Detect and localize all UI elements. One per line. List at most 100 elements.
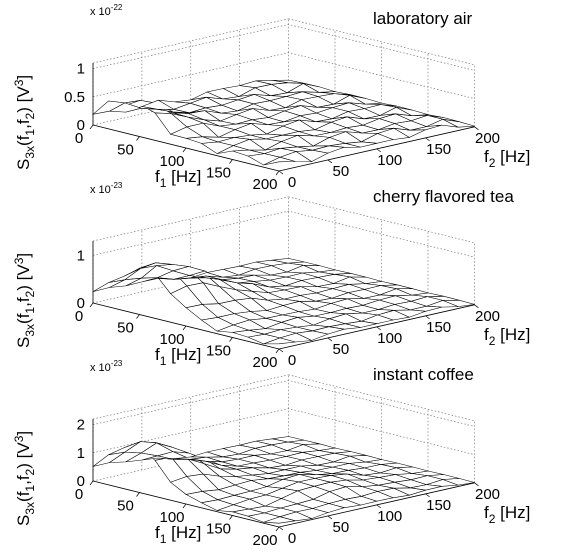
wall-line: [288, 18, 475, 66]
grid-line: [92, 24, 475, 71]
f2-tick-label: 150: [426, 497, 451, 514]
z-tick-label: 0: [77, 473, 85, 490]
f2-tick-label: 150: [426, 141, 451, 158]
f1-tick-label: 0: [75, 130, 83, 147]
f2-tick-label: 50: [333, 519, 350, 536]
f2-tick-label: 200: [475, 486, 500, 503]
surface-mesh: [92, 79, 475, 166]
surface-mesh: [92, 258, 475, 345]
z-axis-label: S3x(f1,f2) [V3]: [12, 75, 37, 170]
f1-tick-label: 100: [159, 153, 184, 170]
grid-line: [92, 52, 475, 99]
panel-title: instant coffee: [373, 365, 474, 384]
f1-tick-label: 200: [252, 532, 277, 549]
mesh-cell: [92, 279, 125, 292]
wall-line: [288, 196, 475, 244]
f2-tick-label: 50: [333, 163, 350, 180]
f2-tick-label: 200: [475, 130, 500, 147]
z-exponent: x 10-22: [90, 3, 123, 18]
f2-tick: [474, 126, 479, 131]
f2-tick-label: 150: [426, 319, 451, 336]
grid-line: [92, 380, 475, 427]
f2-tick-label: 50: [333, 341, 350, 358]
z-tick-label: 1: [77, 445, 85, 462]
f1-tick-label: 0: [75, 308, 83, 325]
f1-tick-label: 50: [117, 142, 134, 159]
f1-tick: [89, 302, 94, 308]
f2-tick: [425, 493, 430, 498]
z-tick-label: 0.5: [64, 89, 85, 106]
f2-tick: [425, 315, 430, 320]
f2-axis-label: f2 [Hz]: [484, 503, 530, 526]
z-tick-label: 1: [77, 61, 85, 78]
f2-axis-label: f2 [Hz]: [484, 325, 530, 348]
f2-tick: [278, 170, 284, 175]
f2-tick-label: 200: [475, 308, 500, 325]
mesh-cell: [92, 100, 126, 115]
z-tick-label: 1: [77, 247, 85, 264]
f2-tick: [474, 304, 479, 309]
f1-tick: [89, 480, 94, 486]
surface-panel-1: 0 50 100 150 200 0 50 100 150 200 0 0.5 1 x 10-22 labo…: [12, 3, 530, 193]
f2-tick: [376, 148, 381, 153]
f1-tick: [182, 147, 187, 153]
f1-tick-label: 150: [206, 165, 231, 182]
f1-tick-label: 200: [252, 354, 277, 371]
f1-tick: [275, 348, 280, 354]
f1-axis-label: f1 [Hz]: [155, 167, 201, 190]
f2-tick: [327, 159, 333, 164]
grid-line: [92, 408, 475, 455]
panel-title: cherry flavored tea: [373, 187, 514, 206]
f1-tick-label: 50: [117, 320, 134, 337]
f2-tick: [474, 482, 479, 487]
f1-tick: [229, 159, 233, 164]
f1-tick-label: 100: [159, 331, 184, 348]
wall-line: [288, 374, 475, 422]
f1-tick: [89, 124, 94, 130]
f2-axis-label: f2 [Hz]: [484, 147, 530, 170]
surface-panel-2: 0 50 100 150 200 0 50 100 150 200 0 1 x 10-23 cherry …: [12, 181, 530, 371]
f1-tick: [136, 314, 140, 319]
z-axis-label: S3x(f1,f2) [V3]: [12, 431, 37, 526]
f2-tick-label: 0: [288, 174, 296, 191]
surface-panel-3: 0 50 100 150 200 0 50 100 150 200 0 1 2 x 10-23 instan…: [12, 359, 530, 549]
mesh-cell: [92, 451, 125, 467]
z-exponent: x 10-23: [90, 359, 123, 374]
f1-tick: [182, 503, 187, 509]
f1-tick: [229, 337, 233, 342]
f2-tick-label: 0: [288, 352, 296, 369]
f2-tick: [278, 348, 284, 353]
f2-tick-label: 100: [377, 152, 402, 169]
surface-mesh: [92, 436, 475, 524]
f2-tick-label: 100: [377, 508, 402, 525]
f2-tick-label: 0: [288, 530, 296, 547]
z-exponent: x 10-23: [90, 181, 123, 196]
f2-tick: [376, 326, 381, 331]
f1-axis-label: f1 [Hz]: [155, 523, 201, 546]
f1-tick-label: 200: [252, 176, 277, 193]
f1-tick-label: 150: [206, 343, 231, 360]
panel-title: laboratory air: [373, 9, 473, 28]
f1-tick: [136, 492, 140, 497]
f2-tick: [327, 337, 333, 342]
f1-tick-label: 150: [206, 521, 231, 538]
f1-tick: [275, 170, 280, 176]
f1-tick-label: 50: [117, 498, 134, 515]
f2-tick-label: 100: [377, 330, 402, 347]
f2-tick: [327, 515, 333, 520]
f1-tick: [275, 526, 280, 532]
f1-tick-label: 100: [159, 509, 184, 526]
f1-tick: [136, 136, 140, 141]
f1-tick: [229, 515, 233, 520]
z-tick-label: 2: [77, 417, 85, 434]
f2-tick: [278, 526, 284, 531]
f1-tick-label: 0: [75, 486, 83, 503]
f1-axis-label: f1 [Hz]: [155, 345, 201, 368]
f2-tick: [425, 137, 430, 142]
z-axis-label: S3x(f1,f2) [V3]: [12, 253, 37, 348]
f2-tick: [376, 504, 381, 509]
grid-line: [92, 210, 475, 258]
f1-tick: [182, 325, 187, 331]
